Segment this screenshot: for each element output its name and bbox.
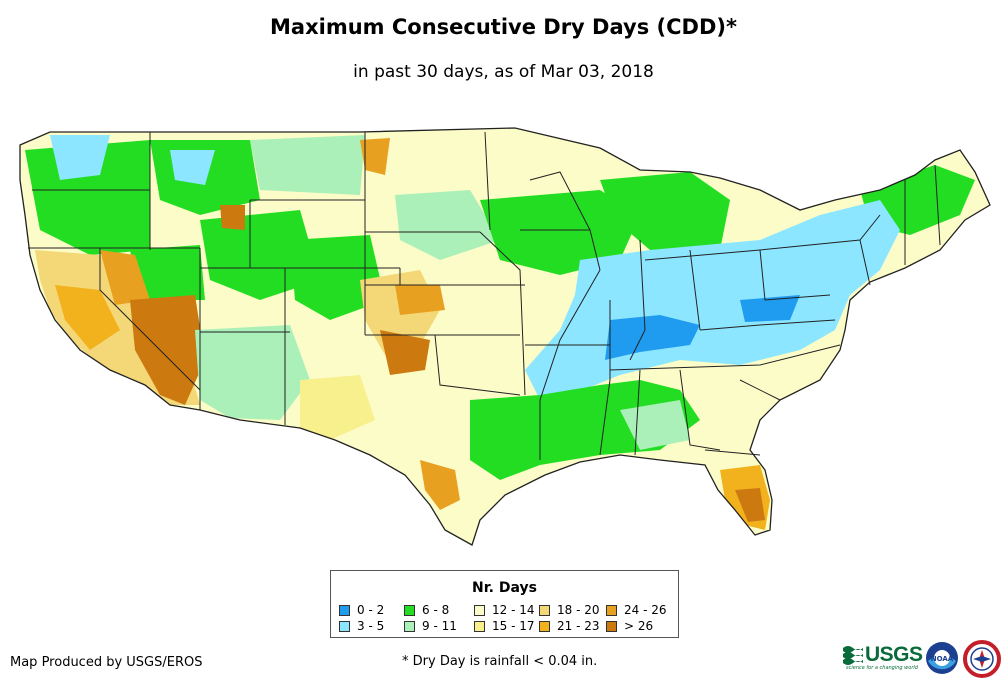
- legend-swatch: [339, 604, 350, 616]
- legend-item: 6 - 8: [404, 603, 449, 617]
- noaa-logo-icon: NOAA: [926, 642, 958, 674]
- us-dry-days-map: [19, 127, 991, 546]
- legend-item: > 26: [606, 619, 653, 633]
- legend-item: 0 - 2: [339, 603, 384, 617]
- legend-swatch: [539, 620, 550, 632]
- legend-label: 12 - 14: [492, 603, 535, 617]
- legend-label: 0 - 2: [357, 603, 385, 617]
- legend-item: 24 - 26: [606, 603, 667, 617]
- legend-item: 18 - 20: [539, 603, 600, 617]
- legend-item: 15 - 17: [474, 619, 535, 633]
- legend-item: 9 - 11: [404, 619, 457, 633]
- map-credit: Map Produced by USGS/EROS: [10, 655, 203, 670]
- legend-swatch: [404, 620, 415, 632]
- legend-swatch: [474, 620, 485, 632]
- legend-title: Nr. Days: [472, 580, 537, 596]
- state-boundaries: [19, 127, 991, 546]
- usgs-tagline: science for a changing world: [846, 665, 918, 671]
- legend-swatch: [404, 604, 415, 616]
- usgs-logo: USGS: [843, 643, 923, 667]
- nws-logo-icon: [963, 640, 1001, 678]
- map-subtitle: in past 30 days, as of Mar 03, 2018: [353, 62, 654, 82]
- legend-label: 3 - 5: [357, 619, 385, 633]
- legend: Nr. Days 0 - 2 3 - 5 6 - 8 9 - 11 12 - 1…: [330, 570, 679, 638]
- legend-item: 21 - 23: [539, 619, 600, 633]
- legend-label: 24 - 26: [624, 603, 667, 617]
- usgs-wave-icon: [843, 644, 863, 666]
- legend-swatch: [339, 620, 350, 632]
- dry-day-footnote: * Dry Day is rainfall < 0.04 in.: [402, 654, 598, 669]
- legend-swatch: [606, 620, 617, 632]
- legend-swatch: [606, 604, 617, 616]
- legend-label: 21 - 23: [557, 619, 600, 633]
- legend-swatch: [539, 604, 550, 616]
- legend-label: 6 - 8: [422, 603, 450, 617]
- legend-swatch: [474, 604, 485, 616]
- usgs-logo-text: USGS: [865, 643, 923, 666]
- noaa-logo-text: NOAA: [931, 655, 954, 663]
- legend-label: 18 - 20: [557, 603, 600, 617]
- legend-item: 12 - 14: [474, 603, 535, 617]
- legend-label: > 26: [624, 619, 654, 633]
- map-title: Maximum Consecutive Dry Days (CDD)*: [270, 15, 737, 39]
- map-coverage: [20, 128, 990, 545]
- legend-label: 9 - 11: [422, 619, 457, 633]
- legend-label: 15 - 17: [492, 619, 535, 633]
- legend-item: 3 - 5: [339, 619, 384, 633]
